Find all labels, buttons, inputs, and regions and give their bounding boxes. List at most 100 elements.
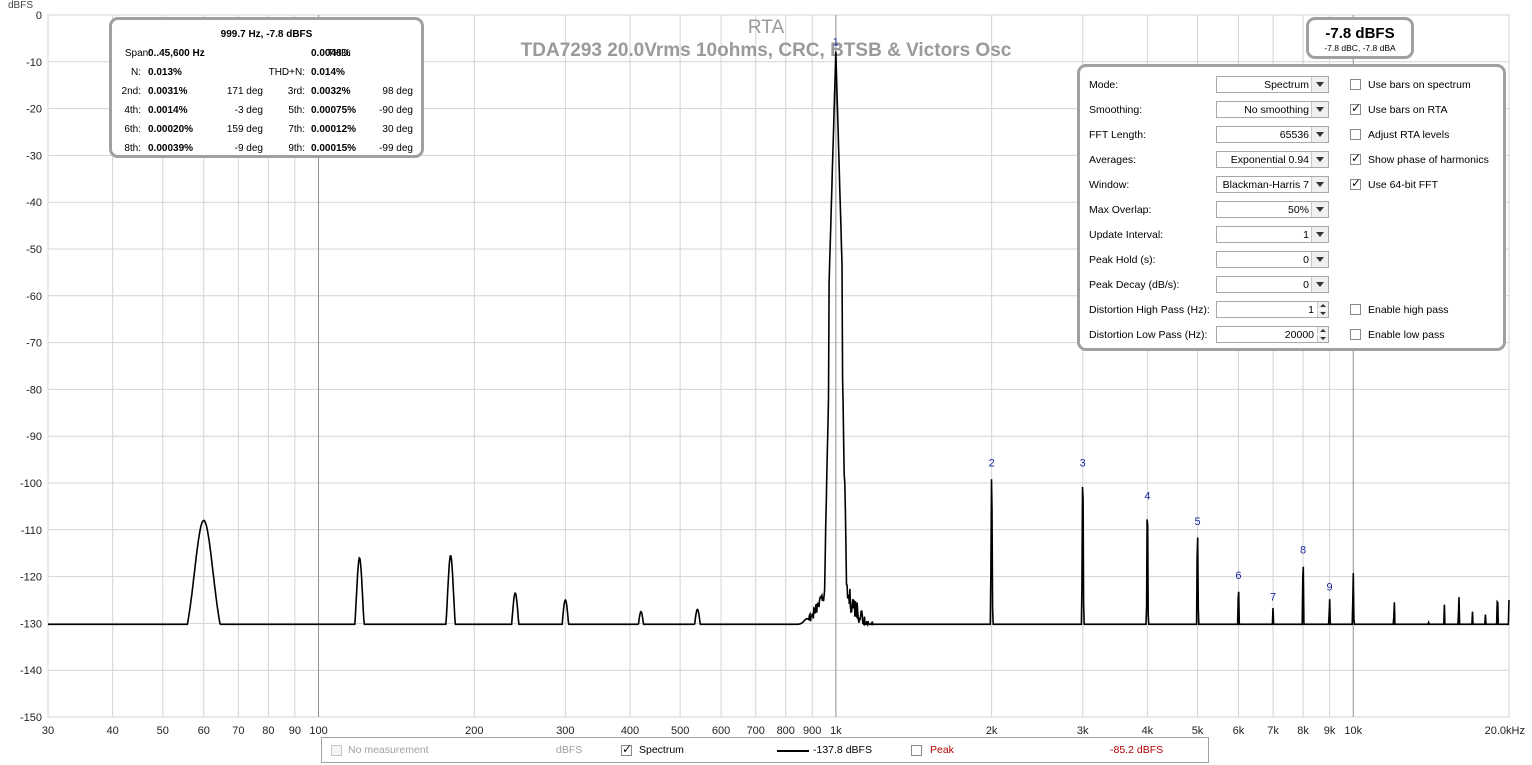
enable-low-pass-checkbox[interactable] — [1350, 329, 1361, 340]
chevron-down-icon[interactable] — [1311, 152, 1328, 167]
window-row: Window: Blackman-Harris 7 Use 64-bit FFT — [1080, 176, 1503, 194]
spectrum-checkbox[interactable] — [621, 742, 632, 756]
y-axis-labels: 0 -10 -20 -30 -40 -50 -60 -70 -80 -90 -100 -110 -120… — [20, 10, 42, 724]
x-tick-label: 8k — [1297, 725, 1309, 737]
chart-subtitle: TDA7293 20.0Vrms 10ohms, CRC, BTSB & Vic… — [521, 40, 1012, 61]
harmonic-phase: -99 deg — [379, 143, 413, 154]
harmonic-marker-label: 9 — [1327, 581, 1333, 593]
dist-low-pass-input[interactable]: 20000 — [1216, 326, 1329, 343]
dist-high-pass-row: Distortion High Pass (Hz): 1 Enable high… — [1080, 301, 1503, 319]
enable-high-pass-checkbox[interactable] — [1350, 304, 1361, 315]
peak-hold-value: 0 — [1303, 254, 1309, 266]
chevron-down-icon[interactable] — [1311, 202, 1328, 217]
window-label: Window: — [1089, 179, 1130, 191]
harmonic-value: 0.00039% — [148, 143, 194, 154]
max-overlap-select[interactable]: 50% — [1216, 201, 1329, 218]
x-tick-label: 3k — [1077, 725, 1089, 737]
enable-high-pass-label: Enable high pass — [1368, 304, 1449, 316]
peak-checkbox[interactable] — [911, 745, 922, 756]
x-tick-label: 60 — [198, 725, 210, 737]
peak-decay-value: 0 — [1303, 279, 1309, 291]
y-tick-label: 0 — [36, 10, 42, 22]
y-tick-label: -140 — [20, 665, 42, 677]
y-axis-title: dBFS — [8, 0, 33, 11]
x-tick-label: 4k — [1142, 725, 1154, 737]
mode-label: Mode: — [1089, 79, 1119, 91]
harmonic-marker-label: 1 — [833, 37, 839, 49]
peak-decay-select[interactable]: 0 — [1216, 276, 1329, 293]
x-tick-label: 50 — [157, 725, 169, 737]
averages-select[interactable]: Exponential 0.94 — [1216, 151, 1329, 168]
harmonic-value: 0.0031% — [148, 86, 188, 97]
x-tick-label: 200 — [465, 725, 483, 737]
averages-row: Averages: Exponential 0.94 Show phase of… — [1080, 151, 1503, 169]
chevron-down-icon[interactable] — [1311, 252, 1328, 267]
chevron-down-icon[interactable] — [1311, 177, 1328, 192]
n-value: 0.013% — [148, 67, 182, 78]
chevron-down-icon[interactable] — [1311, 77, 1328, 92]
peak-legend-label: Peak — [930, 744, 954, 756]
x-tick-label: 40 — [107, 725, 119, 737]
update-interval-label: Update Interval: — [1089, 229, 1164, 241]
chart-title: RTA — [748, 17, 785, 38]
legend-unit: dBFS — [556, 744, 583, 756]
enable-low-pass-label: Enable low pass — [1368, 329, 1445, 341]
thd-label: THD: — [327, 48, 351, 59]
peak-hold-select[interactable]: 0 — [1216, 251, 1329, 268]
harmonic-marker-label: 7 — [1270, 592, 1276, 604]
x-tick-label: 9k — [1324, 725, 1336, 737]
harmonic-value: 0.0014% — [148, 105, 188, 116]
use-bars-spectrum-label: Use bars on spectrum — [1368, 79, 1471, 91]
harmonic-label: 8th: — [124, 143, 141, 154]
y-tick-label: -10 — [26, 57, 42, 69]
use-bars-rta-checkbox[interactable] — [1350, 101, 1361, 115]
spin-up-icon[interactable] — [1317, 327, 1328, 334]
use-64bit-fft-checkbox[interactable] — [1350, 176, 1361, 190]
harmonic-phase: 98 deg — [382, 86, 413, 97]
y-tick-label: -60 — [26, 291, 42, 303]
y-tick-label: -80 — [26, 384, 42, 396]
chevron-down-icon[interactable] — [1311, 277, 1328, 292]
harmonic-label: 9th: — [288, 143, 305, 154]
mode-select[interactable]: Spectrum — [1216, 76, 1329, 93]
spin-down-icon[interactable] — [1317, 310, 1328, 317]
x-tick-label: 20.0kHz — [1485, 725, 1525, 737]
dist-low-pass-row: Distortion Low Pass (Hz): 20000 Enable l… — [1080, 326, 1503, 344]
harmonic-phase: 171 deg — [226, 86, 263, 97]
x-tick-label: 300 — [556, 725, 574, 737]
x-tick-label: 800 — [777, 725, 795, 737]
level-meter: -7.8 dBFS -7.8 dBC, -7.8 dBA — [1306, 17, 1414, 59]
smoothing-select[interactable]: No smoothing — [1216, 101, 1329, 118]
x-tick-label: 900 — [803, 725, 821, 737]
harmonic-value: 0.00075% — [311, 105, 357, 116]
use-bars-spectrum-checkbox[interactable] — [1350, 79, 1361, 90]
y-tick-label: -20 — [26, 104, 42, 116]
peak-hold-label: Peak Hold (s): — [1089, 254, 1156, 266]
update-interval-select[interactable]: 1 — [1216, 226, 1329, 243]
spin-up-icon[interactable] — [1317, 302, 1328, 309]
harmonic-marker-label: 6 — [1235, 570, 1241, 582]
dist-low-pass-label: Distortion Low Pass (Hz): — [1089, 329, 1208, 341]
chevron-down-icon[interactable] — [1311, 127, 1328, 142]
no-measurement-checkbox[interactable] — [331, 745, 342, 756]
mode-row: Mode: Spectrum Use bars on spectrum — [1080, 76, 1503, 94]
harmonic-label: 7th: — [288, 124, 305, 135]
harmonic-phase: -9 deg — [234, 143, 263, 154]
spin-down-icon[interactable] — [1317, 335, 1328, 342]
max-overlap-row: Max Overlap: 50% — [1080, 201, 1503, 219]
chevron-down-icon[interactable] — [1311, 102, 1328, 117]
window-select[interactable]: Blackman-Harris 7 — [1216, 176, 1329, 193]
show-phase-checkbox[interactable] — [1350, 151, 1361, 165]
harmonic-label: 3rd: — [287, 86, 305, 97]
spectrum-legend-value: -137.8 dBFS — [813, 744, 872, 756]
peak-decay-row: Peak Decay (dB/s): 0 — [1080, 276, 1503, 294]
chevron-down-icon[interactable] — [1311, 227, 1328, 242]
dist-high-pass-input[interactable]: 1 — [1216, 301, 1329, 318]
x-tick-label: 2k — [986, 725, 998, 737]
adjust-rta-levels-label: Adjust RTA levels — [1368, 129, 1450, 141]
use-64bit-fft-label: Use 64-bit FFT — [1368, 179, 1439, 191]
y-tick-label: -110 — [21, 525, 42, 537]
adjust-rta-levels-checkbox[interactable] — [1350, 129, 1361, 140]
fft-length-select[interactable]: 65536 — [1216, 126, 1329, 143]
harmonic-phase: -90 deg — [379, 105, 413, 116]
